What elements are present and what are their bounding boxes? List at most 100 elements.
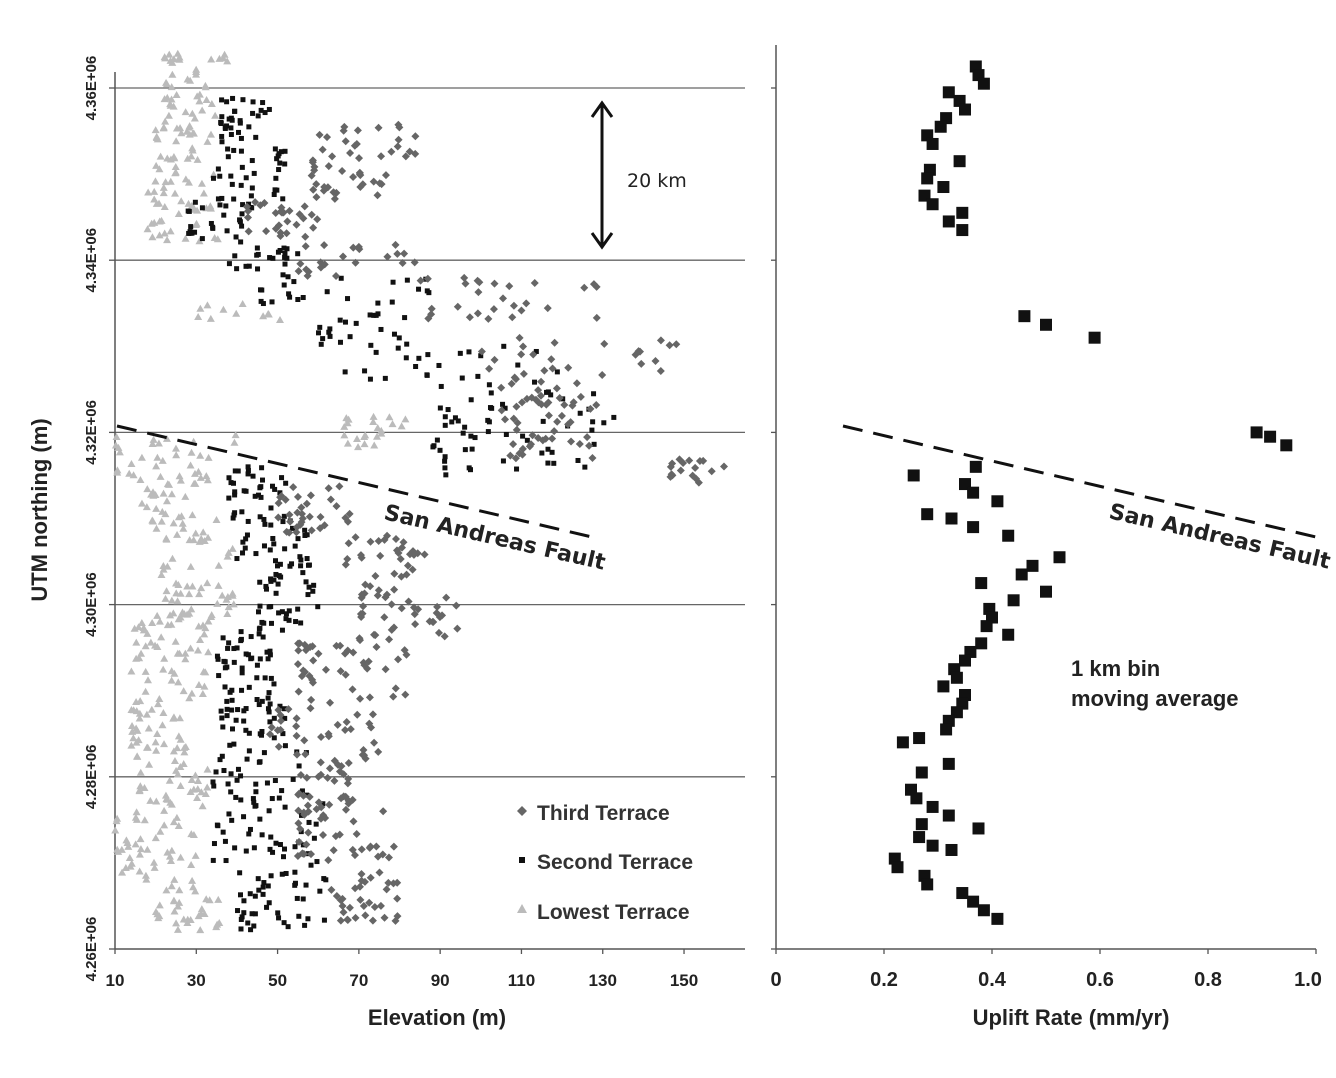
second-terrace-point — [442, 458, 448, 464]
third-terrace-point — [501, 415, 510, 424]
second-terrace-point — [303, 882, 309, 888]
third-terrace-point — [373, 591, 382, 600]
lowest-terrace-point — [222, 595, 231, 603]
third-terrace-point — [289, 483, 298, 492]
third-terrace-point — [343, 517, 352, 526]
second-terrace-point — [260, 884, 266, 890]
lowest-terrace-point — [183, 154, 192, 162]
third-terrace-point — [515, 333, 524, 342]
second-terrace-point — [231, 480, 237, 486]
lowest-terrace-point — [344, 415, 353, 423]
third-terrace-point — [308, 678, 317, 687]
third-terrace-point — [490, 355, 499, 364]
uplift-point — [950, 671, 963, 684]
left-data-points — [111, 49, 729, 934]
lowest-terrace-point — [162, 434, 171, 442]
lowest-terrace-point — [154, 700, 163, 708]
lowest-terrace-point — [128, 722, 137, 730]
lowest-terrace-point — [166, 856, 175, 864]
left-grid — [115, 87, 745, 778]
second-terrace-point — [258, 107, 264, 113]
third-terrace-point — [358, 180, 367, 189]
second-terrace-point — [267, 648, 273, 654]
second-terrace-point — [266, 106, 272, 112]
second-terrace-point — [225, 154, 231, 160]
second-terrace-point — [241, 910, 247, 916]
third-terrace-point — [511, 375, 520, 384]
third-terrace-point — [384, 878, 393, 887]
second-terrace-point — [283, 870, 289, 876]
third-terrace-point — [326, 495, 335, 504]
second-terrace-point — [489, 405, 495, 411]
second-terrace-point — [373, 349, 379, 355]
second-terrace-point — [228, 789, 234, 795]
third-terrace-point — [294, 687, 303, 696]
lowest-terrace-point — [176, 476, 185, 484]
third-terrace-point — [477, 347, 486, 356]
lowest-terrace-point — [147, 219, 156, 227]
lowest-terrace-point — [149, 491, 158, 499]
lowest-terrace-point — [173, 744, 182, 752]
third-terrace-point — [316, 263, 325, 272]
lowest-terrace-point — [169, 714, 178, 722]
second-terrace-point — [317, 324, 323, 330]
second-terrace-point — [286, 617, 292, 623]
lowest-terrace-point — [198, 802, 207, 810]
third-terrace-point — [357, 870, 366, 879]
second-terrace-point — [252, 493, 258, 499]
lowest-terrace-point — [137, 499, 146, 507]
lowest-terrace-point — [161, 594, 170, 602]
x-tick-label: 10 — [106, 971, 125, 990]
lowest-terrace-point — [135, 867, 144, 875]
second-terrace-point — [219, 715, 225, 721]
second-terrace-point — [601, 420, 607, 426]
fault-line-left — [116, 424, 593, 539]
second-terrace-point — [424, 372, 430, 378]
second-terrace-point — [185, 208, 191, 214]
uplift-point — [913, 831, 926, 844]
second-terrace-point — [367, 312, 373, 318]
second-terrace-point — [466, 465, 472, 471]
second-terrace-point — [303, 579, 309, 585]
third-terrace-point — [341, 670, 350, 679]
third-terrace-point — [336, 916, 345, 925]
lowest-terrace-point — [191, 469, 200, 477]
lowest-terrace-point — [204, 648, 213, 656]
second-terrace-point — [262, 521, 268, 527]
lowest-terrace-point — [133, 752, 142, 760]
second-terrace-point — [273, 590, 279, 596]
second-terrace-point — [425, 352, 431, 358]
lowest-terrace-point — [385, 413, 394, 421]
lowest-terrace-point — [195, 97, 204, 105]
second-terrace-point — [318, 341, 324, 347]
lowest-terrace-point — [169, 153, 178, 161]
lowest-terrace-point — [192, 219, 201, 227]
lowest-terrace-point — [369, 417, 378, 425]
third-terrace-point — [557, 411, 566, 420]
third-terrace-point — [348, 795, 357, 804]
lowest-terrace-point — [157, 571, 166, 579]
lowest-terrace-point — [112, 817, 121, 825]
third-terrace-point — [572, 379, 581, 388]
second-terrace-point — [611, 414, 617, 420]
third-terrace-point — [338, 166, 347, 175]
third-terrace-point — [357, 876, 366, 885]
lowest-terrace-point — [151, 126, 160, 134]
third-terrace-point — [349, 243, 358, 252]
second-terrace-point — [266, 604, 272, 610]
lowest-terrace-point — [194, 912, 203, 920]
lowest-terrace-point — [194, 646, 203, 654]
second-terrace-point — [308, 862, 314, 868]
second-terrace-point — [462, 424, 468, 430]
third-terrace-point — [307, 850, 316, 859]
second-terrace-point — [591, 441, 597, 447]
lowest-terrace-point — [172, 451, 181, 459]
second-terrace-point — [235, 707, 241, 713]
legend-marker-third — [517, 806, 527, 816]
second-terrace-point — [296, 913, 302, 919]
uplift-point — [926, 198, 939, 211]
second-terrace-point — [219, 139, 225, 145]
lowest-terrace-point — [190, 114, 199, 122]
third-terrace-point — [435, 613, 444, 622]
third-terrace-point — [349, 172, 358, 181]
